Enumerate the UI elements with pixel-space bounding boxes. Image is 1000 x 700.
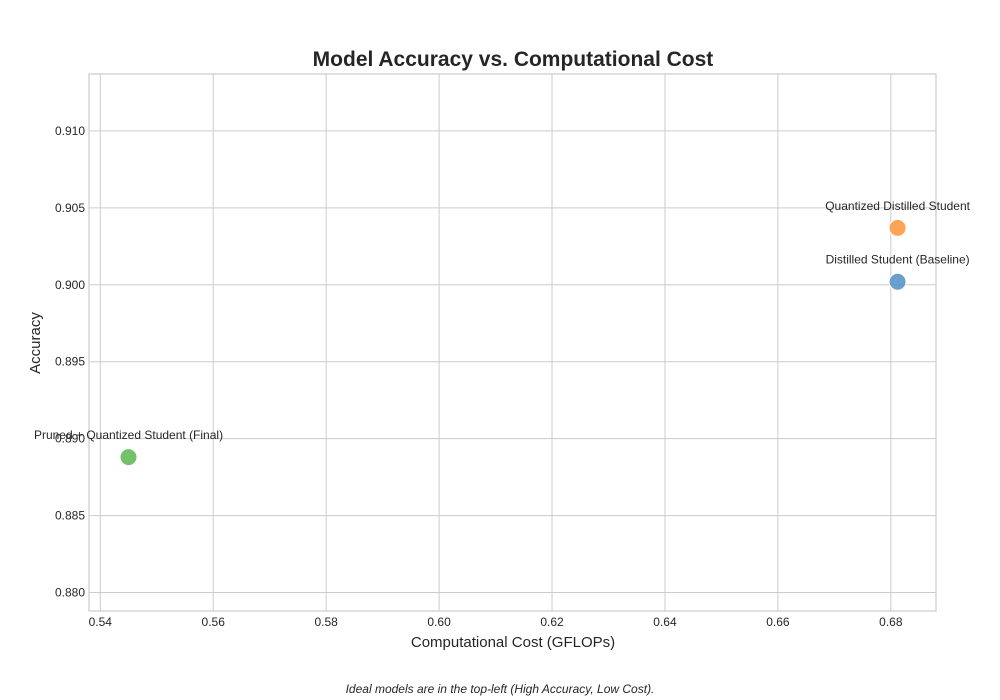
x-axis-label: Computational Cost (GFLOPs) — [411, 634, 615, 651]
point-label: Quantized Distilled Student — [825, 199, 970, 213]
y-tick-label: 0.910 — [55, 124, 85, 138]
x-tick-label: 0.62 — [540, 615, 564, 629]
y-tick-label: 0.890 — [55, 432, 85, 446]
y-tick-labels: 0.880 0.885 0.890 0.895 0.900 0.905 0.910 — [55, 124, 85, 600]
y-tick-label: 0.880 — [55, 586, 85, 600]
x-tick-labels: 0.54 0.56 0.58 0.60 0.62 0.64 0.66 0.68 — [89, 615, 903, 629]
plot-frame — [88, 73, 937, 612]
chart-title: Model Accuracy vs. Computational Cost — [313, 48, 714, 71]
point-label: Distilled Student (Baseline) — [826, 253, 970, 267]
point-label: Pruned + Quantized Student (Final) — [34, 428, 223, 442]
y-tick-label: 0.885 — [55, 509, 85, 523]
data-point — [888, 218, 907, 237]
x-tick-label: 0.68 — [879, 615, 903, 629]
x-tick-label: 0.64 — [653, 615, 677, 629]
point-labels: Distilled Student (Baseline) Quantized Di… — [34, 199, 971, 442]
chart-caption: Ideal models are in the top-left (High A… — [346, 682, 655, 696]
y-tick-label: 0.895 — [55, 355, 85, 369]
data-points — [119, 218, 907, 467]
data-point — [888, 272, 907, 291]
data-point — [119, 448, 138, 467]
y-tick-label: 0.905 — [55, 201, 85, 215]
grid-lines — [89, 74, 936, 611]
x-tick-label: 0.56 — [202, 615, 226, 629]
x-tick-label: 0.60 — [427, 615, 451, 629]
x-tick-label: 0.66 — [766, 615, 790, 629]
y-tick-label: 0.900 — [55, 278, 85, 292]
x-tick-label: 0.54 — [89, 615, 113, 629]
x-tick-label: 0.58 — [314, 615, 338, 629]
y-axis-label: Accuracy — [27, 312, 44, 374]
